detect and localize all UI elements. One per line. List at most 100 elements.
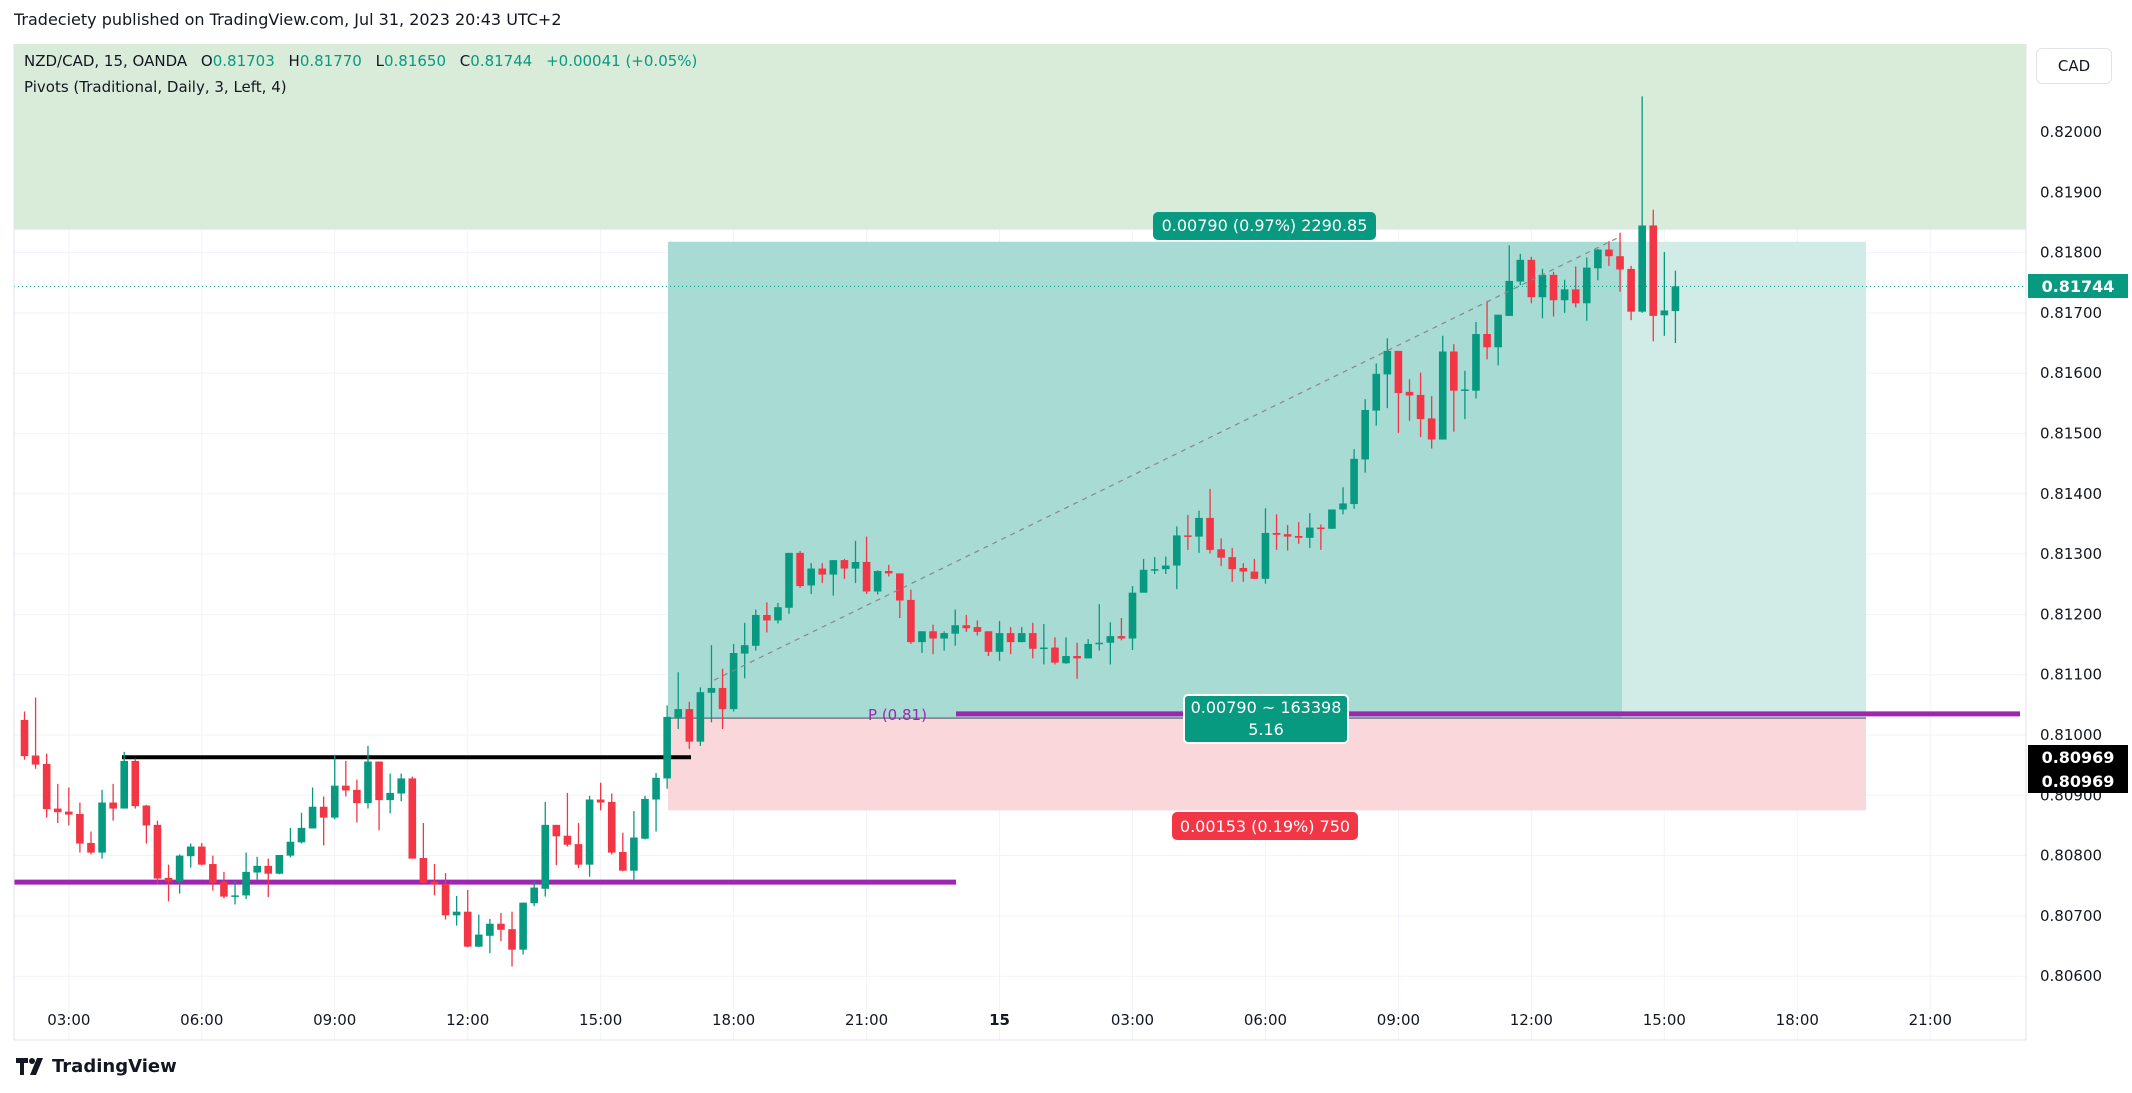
candle-body <box>474 934 483 947</box>
open-value: 0.81703 <box>212 52 275 70</box>
candle <box>1372 363 1381 426</box>
candle <box>1017 627 1026 643</box>
time-axis[interactable]: 03:00 06:00 09:00 12:00 15:00 18:00 21:00 15 03:… <box>47 1011 1952 1029</box>
candle-body <box>142 805 151 826</box>
candle <box>386 773 394 814</box>
candle-body <box>20 719 29 757</box>
candle <box>918 631 926 653</box>
tradingview-logo[interactable]: TradingView <box>16 1056 177 1077</box>
candle-body <box>419 858 428 883</box>
candle-body <box>53 808 62 813</box>
candle-body <box>175 855 184 882</box>
candle <box>1261 508 1270 584</box>
candle <box>486 918 494 954</box>
candle <box>297 812 306 844</box>
candle-body <box>353 789 361 804</box>
candle-body <box>552 824 561 837</box>
candle-body <box>1372 373 1381 411</box>
indicator-legend[interactable]: Pivots (Traditional, Daily, 3, Left, 4) <box>24 78 287 96</box>
candle <box>907 589 915 644</box>
candle-body <box>785 552 793 608</box>
candle-body <box>630 837 638 871</box>
price-tick-label: 0.80800 <box>2040 847 2102 865</box>
candle <box>1040 624 1048 665</box>
candle <box>1427 396 1436 449</box>
candle-body <box>31 755 40 765</box>
candle <box>763 602 771 633</box>
candle <box>1305 513 1314 549</box>
candle <box>530 881 538 907</box>
candle <box>685 701 694 749</box>
candle <box>1028 622 1037 659</box>
candle-body <box>231 895 239 897</box>
candle-body <box>1638 225 1646 312</box>
candle-body <box>962 625 971 629</box>
candle <box>1006 627 1015 655</box>
candle-body <box>1438 351 1447 440</box>
candle-body <box>1006 633 1015 643</box>
candle-body <box>1062 656 1070 664</box>
candle <box>164 864 173 902</box>
candle-body <box>1494 314 1502 348</box>
candle <box>1228 548 1237 582</box>
candle-body <box>995 633 1004 652</box>
candle <box>519 902 527 955</box>
candle <box>729 643 738 712</box>
candle <box>574 823 583 869</box>
candle <box>131 758 140 809</box>
candle <box>1217 538 1225 567</box>
candle-body <box>1217 549 1225 558</box>
price-axis[interactable]: 0.82000 0.81900 0.81800 0.81700 0.81600 0.815… <box>2040 123 2102 985</box>
candle <box>330 754 339 820</box>
candle <box>1317 524 1325 550</box>
tradingview-brand: TradingView <box>52 1056 177 1077</box>
candle-body <box>253 865 261 873</box>
candle-body <box>951 625 960 634</box>
candle <box>1616 232 1624 292</box>
candle <box>42 753 51 818</box>
candle-body <box>120 760 129 809</box>
candle <box>1051 637 1059 665</box>
candle <box>1549 271 1558 317</box>
candle-body <box>1173 535 1181 566</box>
candle-body <box>763 615 771 621</box>
candle-body <box>1416 394 1425 420</box>
candle-body <box>1394 350 1403 394</box>
symbol-legend[interactable]: NZD/CAD, 15, OANDA O0.81703 H0.81770 L0.… <box>24 52 697 70</box>
candle <box>497 912 505 942</box>
candle-body <box>796 552 804 587</box>
candle-body <box>1472 334 1480 391</box>
candle <box>1394 350 1403 433</box>
candle-body <box>375 761 383 801</box>
candle <box>53 783 62 824</box>
candle-body <box>619 851 627 871</box>
candle-body <box>652 777 660 800</box>
supply-zone[interactable] <box>14 44 2026 230</box>
candle-body <box>197 846 206 865</box>
candle-body <box>408 778 417 859</box>
candle <box>1062 637 1070 664</box>
candle-body <box>663 716 671 779</box>
candle <box>1184 514 1192 550</box>
candle <box>1461 370 1469 420</box>
currency-button[interactable]: CAD <box>2036 48 2112 84</box>
candle <box>940 631 948 651</box>
position-summary-label: 0.00790 ~ 163398 5.16 <box>1183 694 1349 744</box>
candle-body <box>596 799 605 803</box>
candle-body <box>452 911 461 916</box>
crosshair-price-label: 0.80969 <box>2028 769 2128 794</box>
candle-body <box>1549 274 1558 301</box>
candle-body <box>1627 268 1635 312</box>
candle-body <box>696 692 705 742</box>
candle-body <box>87 842 95 853</box>
candle-body <box>1250 571 1259 579</box>
price-tick-label: 0.81800 <box>2040 244 2102 262</box>
candle-body <box>1616 256 1624 270</box>
candle-body <box>973 627 982 632</box>
candle-body <box>1073 656 1081 659</box>
candle-body <box>1261 532 1270 579</box>
price-tick-label: 0.81100 <box>2040 666 2102 684</box>
candle <box>364 745 372 809</box>
time-tick-label: 03:00 <box>1111 1011 1154 1029</box>
